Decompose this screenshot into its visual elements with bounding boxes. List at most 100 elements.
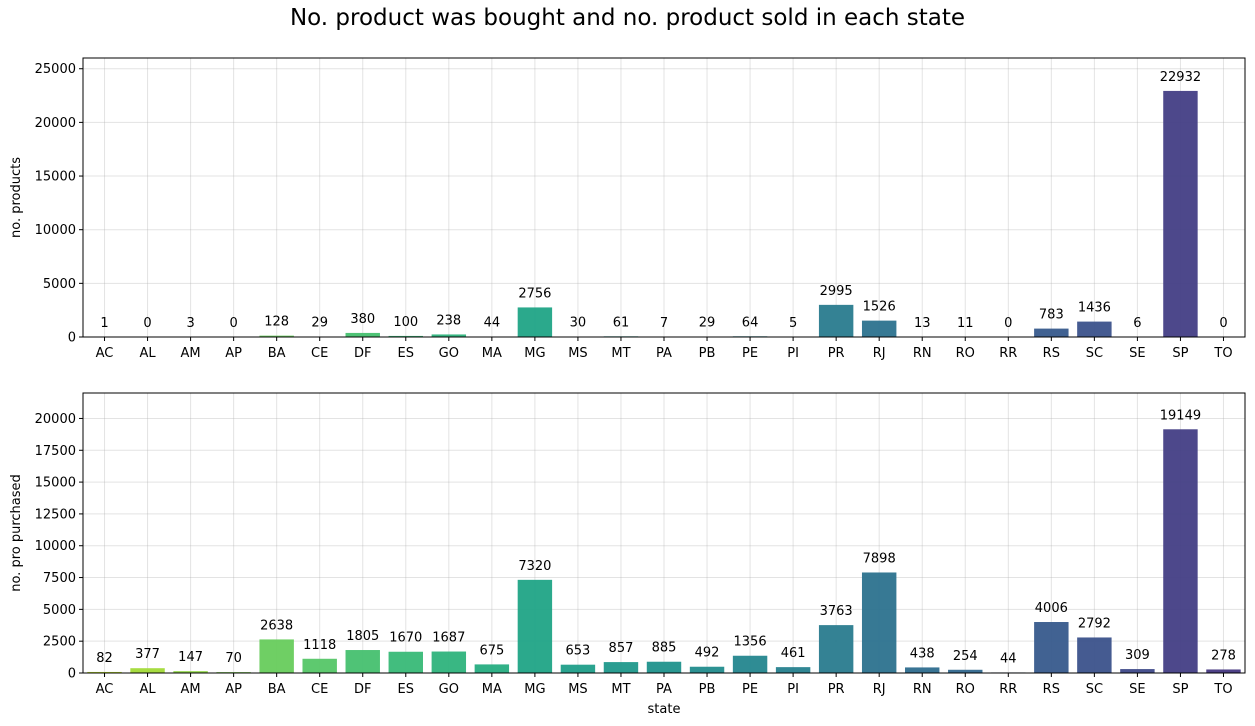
y-tick-label: 15000: [35, 170, 76, 185]
x-tick-label: PE: [742, 346, 758, 361]
axes-frame: [82, 392, 1246, 674]
x-tick-label: PR: [828, 682, 845, 697]
bar-es: [388, 651, 423, 673]
bar-sc: [1077, 637, 1112, 673]
x-tick-label: MA: [482, 346, 502, 361]
data-label: 492: [695, 646, 720, 661]
data-label: 1526: [863, 300, 896, 315]
bar-rs: [1034, 328, 1069, 337]
x-tick-label: RN: [913, 346, 932, 361]
x-tick-label: PA: [656, 682, 672, 697]
chart-panel-2: 0 2500 5000 7500 10000 12500 15000 17500 20000 82…: [9, 392, 1246, 717]
x-tick-label: MS: [568, 346, 587, 361]
data-label: 675: [479, 643, 504, 658]
y-tick-label: 2500: [43, 635, 76, 650]
x-tick-label: TO: [1213, 682, 1232, 697]
y-tick-label: 12500: [35, 507, 76, 522]
x-tick-label: MT: [611, 682, 630, 697]
x-tick-label: AL: [139, 346, 156, 361]
bar-pr: [818, 625, 854, 673]
data-label: 783: [1039, 308, 1064, 323]
data-label: 2638: [260, 618, 293, 633]
bar-rs: [1034, 622, 1069, 673]
x-tick-label: PI: [787, 346, 799, 361]
x-tick-label: SE: [1129, 682, 1145, 697]
x-tick-label: PA: [656, 346, 672, 361]
x-tick-label: PB: [699, 346, 716, 361]
data-label: 22932: [1160, 70, 1201, 85]
data-label: 653: [566, 644, 591, 659]
x-tick-label: MG: [524, 346, 545, 361]
data-label: 3763: [820, 604, 853, 619]
data-label: 857: [609, 641, 634, 656]
data-label: 4006: [1035, 601, 1068, 616]
y-tick-label: 0: [68, 667, 76, 682]
y-tick-label: 15000: [35, 476, 76, 491]
bar-rj: [861, 320, 897, 337]
y-tick-label: 5000: [43, 277, 76, 292]
y-tick-label: 10000: [35, 223, 76, 238]
data-label: 1687: [432, 631, 465, 646]
bar-ba: [259, 335, 294, 337]
data-label: 100: [393, 315, 418, 330]
data-label: 0: [1004, 316, 1012, 331]
data-label: 1436: [1078, 301, 1111, 316]
data-label: 380: [350, 312, 375, 327]
x-tick-label: PE: [742, 682, 758, 697]
x-tick-label: BA: [268, 682, 286, 697]
x-tick-label: ES: [398, 346, 414, 361]
x-tick-label: CE: [311, 682, 328, 697]
chart-title: No. product was bought and no. product s…: [289, 5, 966, 31]
chart-panel-1: 05000100001500020000250001AC0AL3AM0AP128…: [9, 57, 1246, 361]
x-tick-label: PB: [699, 682, 716, 697]
x-tick-label: AP: [225, 682, 242, 697]
bar-ac: [87, 671, 122, 673]
data-label: 7320: [518, 559, 551, 574]
bar-pb: [689, 666, 725, 673]
x-tick-label: RJ: [873, 346, 886, 361]
bar-al: [130, 668, 165, 673]
data-label: 7898: [863, 551, 896, 566]
data-label: 238: [436, 313, 461, 328]
data-label: 5: [789, 316, 797, 331]
x-tick-label: ES: [398, 682, 414, 697]
data-label: 1805: [346, 629, 379, 644]
data-label: 7: [660, 316, 668, 331]
x-tick-label: SC: [1086, 682, 1103, 697]
bar-es: [388, 335, 423, 337]
bar-sc: [1077, 321, 1112, 337]
bar-pi: [775, 667, 811, 673]
data-label: 128: [264, 315, 289, 330]
data-label: 11: [957, 316, 974, 331]
data-label: 82: [96, 651, 113, 666]
bar-pr: [818, 304, 854, 337]
y-tick-label: 0: [68, 331, 76, 346]
data-label: 0: [143, 316, 151, 331]
y-tick-label: 17500: [35, 444, 76, 459]
y-tick-label: 20000: [35, 412, 76, 427]
data-label: 2792: [1078, 616, 1111, 631]
bar-mg: [517, 579, 553, 673]
x-tick-label: MT: [611, 346, 630, 361]
bar-ce: [302, 658, 337, 673]
x-tick-label: DF: [354, 682, 372, 697]
data-label: 885: [652, 641, 677, 656]
y-axis-label: no. products: [9, 157, 24, 238]
x-tick-label: MS: [568, 682, 587, 697]
data-label: 44: [1000, 651, 1017, 666]
bar-go: [431, 334, 467, 337]
data-label: 13: [914, 316, 931, 331]
x-tick-label: CE: [311, 346, 328, 361]
data-label: 30: [570, 316, 587, 331]
y-tick-label: 7500: [43, 571, 76, 586]
x-tick-label: AM: [181, 682, 201, 697]
x-tick-label: TO: [1213, 346, 1232, 361]
x-tick-label: AL: [139, 682, 156, 697]
x-tick-label: SC: [1086, 346, 1103, 361]
bar-ro: [948, 669, 983, 673]
bar-ma: [474, 664, 510, 673]
x-tick-label: AM: [181, 346, 201, 361]
data-label: 2756: [518, 286, 551, 301]
x-tick-label: RS: [1043, 682, 1060, 697]
